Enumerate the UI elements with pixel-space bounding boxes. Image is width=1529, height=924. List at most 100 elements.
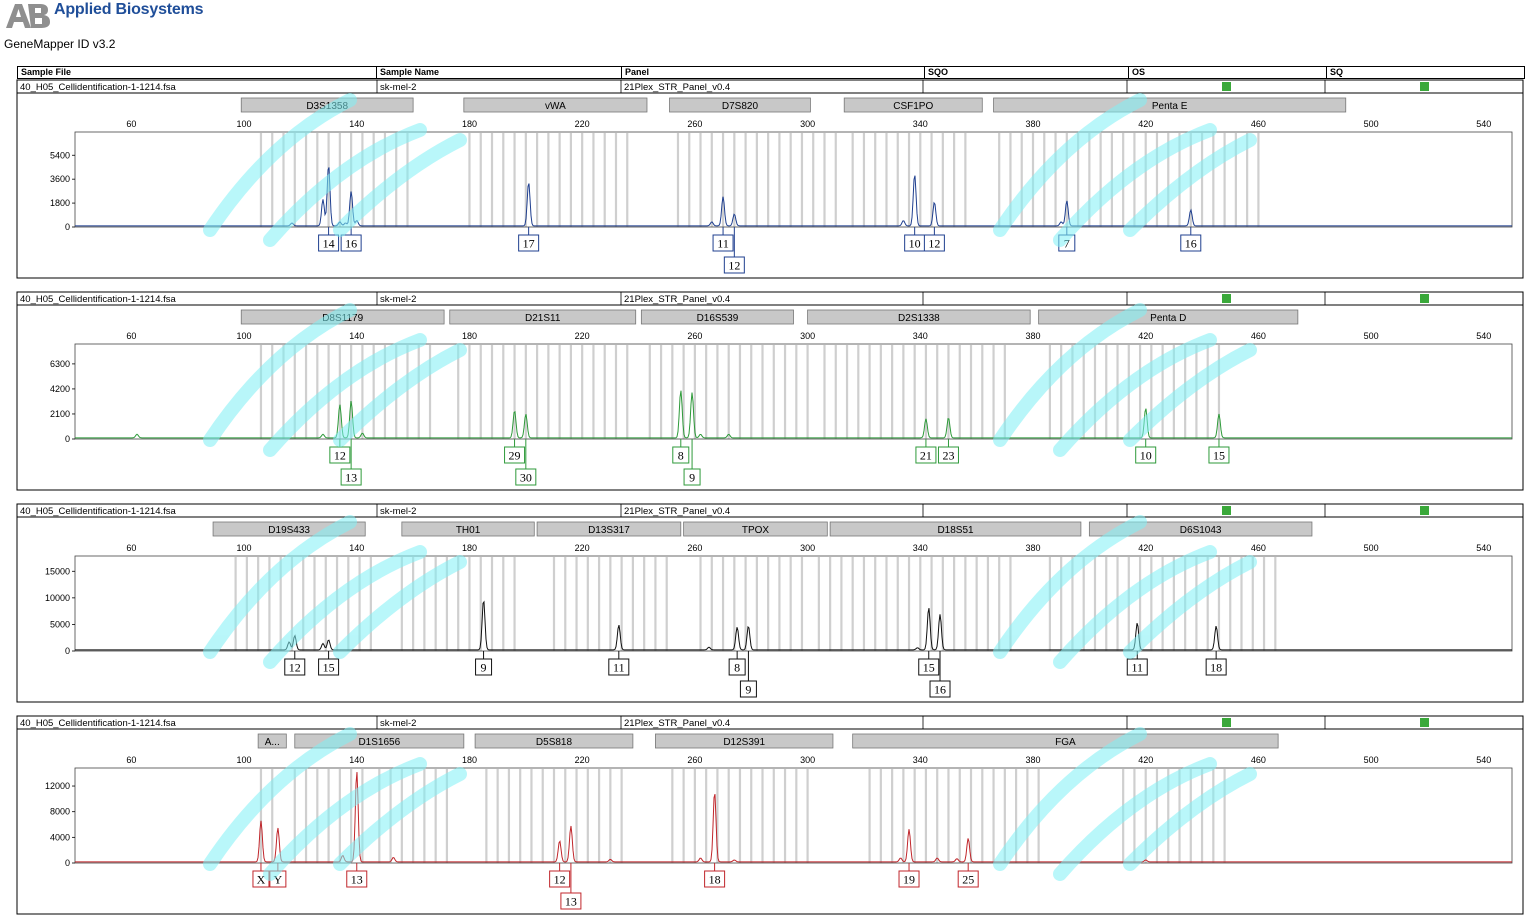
- sample-file-cell: 40_H05_Cellidentification-1-1214.fsa: [20, 718, 177, 729]
- x-tick-label: 60: [126, 119, 136, 129]
- allele-box: [284, 658, 306, 676]
- allele-label: 11: [613, 661, 625, 675]
- panel-cell: 21Plex_STR_Panel_v0.4: [624, 294, 730, 305]
- plot-frame: [74, 767, 1513, 864]
- sample-file-cell: 40_H05_Cellidentification-1-1214.fsa: [20, 82, 177, 93]
- watermark-stroke: [203, 515, 467, 669]
- x-tick-label: 540: [1476, 119, 1491, 129]
- y-tick-label: 12000: [45, 781, 70, 791]
- allele-box: [504, 446, 526, 464]
- marker-box: [1038, 309, 1299, 325]
- brand-logo: Applied Biosystems GeneMapper ID v3.2: [4, 2, 204, 52]
- marker-label: D12S391: [723, 737, 765, 748]
- x-tick-label: 340: [913, 331, 928, 341]
- col-os[interactable]: OS: [1132, 67, 1146, 77]
- x-tick-label: 260: [687, 119, 702, 129]
- allele-box: [475, 658, 493, 676]
- allele-box: [723, 256, 745, 274]
- allele-box: [329, 446, 351, 464]
- y-tick-label: 3600: [50, 174, 70, 184]
- allele-label: 16: [345, 237, 357, 251]
- x-tick-label: 540: [1476, 331, 1491, 341]
- status-os-indicator: [1222, 82, 1231, 91]
- allele-label: 9: [745, 683, 751, 697]
- x-tick-label: 180: [462, 755, 477, 765]
- x-tick-label: 140: [349, 755, 364, 765]
- y-tick-label: 0: [65, 646, 70, 656]
- x-tick-label: 500: [1364, 543, 1379, 553]
- marker-box: [640, 309, 794, 325]
- marker-label: Penta E: [1152, 101, 1188, 112]
- allele-box: [340, 234, 362, 252]
- allele-box: [712, 234, 734, 252]
- y-tick-label: 1800: [50, 198, 70, 208]
- panel-frame: [16, 79, 1524, 279]
- panel-cell: 21Plex_STR_Panel_v0.4: [624, 718, 730, 729]
- y-tick-label: 4200: [50, 384, 70, 394]
- allele-box: [1126, 658, 1148, 676]
- marker-label: CSF1PO: [893, 101, 933, 112]
- x-tick-label: 540: [1476, 755, 1491, 765]
- allele-box: [518, 234, 540, 252]
- allele-label: 11: [717, 237, 729, 251]
- x-tick-label: 100: [237, 543, 252, 553]
- watermark-stroke: [993, 93, 1257, 247]
- marker-label: D2S1338: [898, 313, 940, 324]
- col-sample-name[interactable]: Sample Name: [380, 67, 440, 77]
- allele-label: 15: [1213, 449, 1225, 463]
- x-tick-label: 420: [1138, 119, 1153, 129]
- allele-box: [1180, 234, 1202, 252]
- allele-label: 13: [351, 873, 363, 887]
- x-tick-label: 100: [237, 755, 252, 765]
- allele-box: [683, 468, 701, 486]
- x-tick-label: 220: [575, 331, 590, 341]
- status-os-indicator: [1222, 718, 1231, 727]
- marker-label: vWA: [545, 101, 566, 112]
- col-panel[interactable]: Panel: [625, 67, 650, 77]
- x-tick-label: 300: [800, 755, 815, 765]
- panel-black: 40_H05_Cellidentification-1-1214.fsa sk-m…: [16, 503, 1524, 703]
- marker-box: [683, 521, 828, 537]
- x-tick-label: 420: [1138, 331, 1153, 341]
- x-tick-label: 460: [1251, 331, 1266, 341]
- x-tick-label: 60: [126, 543, 136, 553]
- allele-label: 30: [520, 471, 532, 485]
- status-os-indicator: [1222, 506, 1231, 515]
- marker-label: D18S51: [937, 525, 974, 536]
- allele-box: [318, 658, 340, 676]
- allele-label: 13: [345, 471, 357, 485]
- allele-label: 15: [323, 661, 335, 675]
- watermark-layer: [203, 93, 1257, 881]
- sample-table-header: Sample File Sample Name Panel SQO OS SQ: [17, 66, 1525, 79]
- y-tick-label: 5000: [50, 619, 70, 629]
- y-tick-label: 2100: [50, 409, 70, 419]
- watermark-stroke: [993, 727, 1257, 881]
- panel-frame: [16, 715, 1524, 915]
- allele-box: [672, 446, 690, 464]
- marker-label: TH01: [456, 525, 481, 536]
- x-tick-label: 420: [1138, 543, 1153, 553]
- sample-file-cell: 40_H05_Cellidentification-1-1214.fsa: [20, 294, 177, 305]
- marker-box: [655, 733, 834, 749]
- status-os-indicator: [1222, 294, 1231, 303]
- y-tick-label: 4000: [50, 832, 70, 842]
- allele-box: [918, 658, 940, 676]
- allele-label: 12: [289, 661, 301, 675]
- col-sq[interactable]: SQ: [1330, 67, 1344, 77]
- y-tick-label: 0: [65, 222, 70, 232]
- col-sqo[interactable]: SQO: [928, 67, 949, 77]
- marker-box: [993, 97, 1347, 113]
- x-tick-label: 60: [126, 331, 136, 341]
- status-sq-indicator: [1420, 718, 1429, 727]
- panel-blue: 40_H05_Cellidentification-1-1214.fsa sk-m…: [16, 79, 1524, 279]
- col-sample-file[interactable]: Sample File: [21, 67, 72, 77]
- marker-box: [449, 309, 637, 325]
- x-tick-label: 100: [237, 119, 252, 129]
- marker-box: [843, 97, 983, 113]
- marker-box: [807, 309, 1031, 325]
- allele-box: [915, 446, 937, 464]
- watermark-stroke: [993, 303, 1257, 457]
- x-tick-label: 180: [462, 331, 477, 341]
- allele-box: [318, 234, 340, 252]
- allele-label: 11: [1131, 661, 1143, 675]
